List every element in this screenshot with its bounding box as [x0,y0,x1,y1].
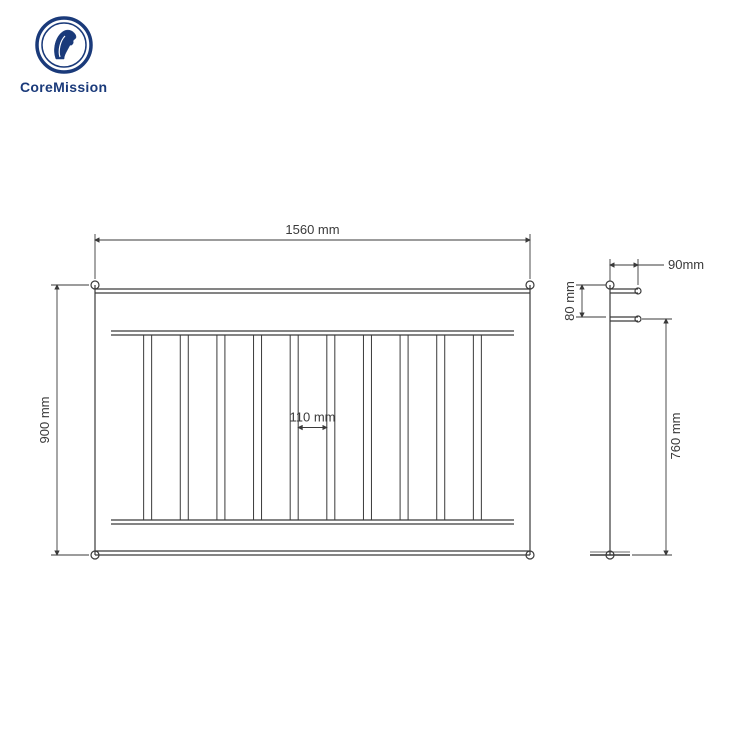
diagram-line [217,335,225,520]
diagram-line [437,335,445,520]
diagram-line [363,335,371,520]
dim-slat-gap: 110 mm [290,410,336,425]
diagram-line [144,335,152,520]
dimension-annotations: 1560 mm 900 mm 110 mm 80 mm 90mm 760 mm [37,222,704,555]
diagram-line [400,335,408,520]
dim-width: 1560 mm [285,222,339,237]
diagram-line [290,335,298,520]
dim-side-overhang: 90mm [668,257,704,272]
diagram-line [473,335,481,520]
dim-height: 900 mm [37,397,52,444]
diagram-line [254,335,262,520]
side-elevation [590,281,641,559]
diagram-line [180,335,188,520]
technical-diagram: 1560 mm 900 mm 110 mm 80 mm 90mm 760 mm [0,0,750,750]
dim-side-top: 80 mm [562,281,577,321]
drawing-canvas: CoreMission 1560 mm900 mm110 mm80 mm90mm… [0,0,750,750]
diagram-line [327,335,335,520]
dim-side-height: 760 mm [668,413,683,460]
